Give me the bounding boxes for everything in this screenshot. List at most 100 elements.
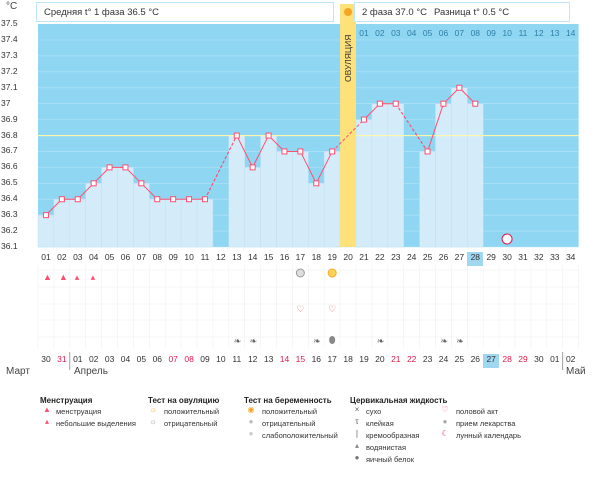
creamy-icon: ❧ (377, 336, 385, 346)
cycle-day[interactable]: 20 (343, 252, 353, 262)
cycle-day[interactable]: 27 (454, 252, 465, 262)
cycle-day[interactable]: 01 (41, 252, 51, 262)
cycle-day[interactable]: 15 (263, 252, 274, 262)
cycle-day[interactable]: 10 (184, 252, 194, 262)
temperature-bar (276, 151, 293, 248)
temperature-bar (196, 198, 214, 248)
calendar-date: 04 (120, 354, 131, 364)
temperature-bar (149, 198, 166, 248)
menstruation-icon: ▲ (59, 272, 68, 282)
phase2-day-label: 08 (470, 28, 481, 38)
menstruation-icon: ▴ (91, 272, 96, 282)
y-tick-label: 36.4 (1, 193, 18, 204)
cycle-day[interactable]: 25 (422, 252, 433, 262)
temperature-point (42, 212, 49, 219)
calendar-date: 12 (247, 354, 258, 364)
legend-cervical-sticky: клейкая (366, 419, 394, 428)
legend-pregtest-weak: слабоположительный (262, 431, 338, 440)
temperature-point (106, 164, 113, 171)
temperature-bar (419, 151, 436, 248)
cycle-day[interactable]: 02 (57, 252, 67, 262)
y-tick-label: 37.3 (1, 49, 18, 60)
cycle-day[interactable]: 09 (168, 252, 178, 262)
pregnancy-negative-icon: ● (248, 417, 254, 426)
phase1-average: Средняя t° 1 фаза 36.5 °C (44, 7, 159, 18)
cycle-day[interactable]: 21 (359, 252, 369, 262)
cycle-day[interactable]: 08 (152, 252, 163, 262)
calendar-date: 19 (359, 354, 369, 364)
cycle-day[interactable]: 17 (295, 252, 306, 262)
phase2-day-label: 06 (438, 28, 449, 38)
ovulation-band (340, 4, 356, 247)
cycle-day[interactable]: 14 (247, 252, 258, 262)
phase2-day-label: 05 (422, 28, 433, 38)
cycle-day[interactable]: 11 (200, 252, 210, 262)
creamy-icon: ❧ (440, 336, 448, 346)
cycle-day[interactable]: 31 (518, 252, 528, 262)
temperature-bar (228, 135, 245, 248)
cycle-day[interactable]: 07 (136, 252, 147, 262)
cycle-day[interactable]: 28 (467, 252, 484, 266)
legend-lunar: лунный календарь (456, 431, 522, 440)
temperature-point (360, 116, 367, 123)
temperature-line-gap (395, 103, 428, 152)
cycle-day[interactable]: 18 (311, 252, 322, 262)
temperature-line (236, 135, 254, 168)
temperature-point (392, 100, 399, 107)
y-tick-label: 37.4 (1, 34, 18, 44)
cycle-day[interactable]: 26 (438, 252, 449, 262)
menstruation-icon: ▲ (43, 405, 51, 414)
calendar-date: 31 (57, 354, 67, 364)
spotting-icon: ▴ (44, 417, 49, 426)
cycle-day[interactable]: 03 (73, 252, 83, 262)
cycle-day[interactable]: 05 (104, 252, 115, 262)
temperature-bar (133, 183, 150, 248)
cycle-day[interactable]: 06 (120, 252, 131, 262)
y-tick-label: 36.1 (1, 241, 18, 251)
cycle-day[interactable]: 24 (406, 252, 417, 262)
temperature-point (122, 164, 129, 171)
cycle-day[interactable]: 29 (486, 252, 496, 262)
pregnancy-weak-icon: ● (248, 429, 254, 438)
calendar-date: 17 (327, 354, 337, 364)
cycle-day[interactable]: 30 (502, 252, 512, 262)
cycle-day[interactable]: 19 (327, 252, 337, 262)
creamy-icon: ❧ (250, 336, 258, 346)
temperature-bar (164, 198, 182, 248)
creamy-icon: ❧ (456, 336, 464, 346)
cycle-day[interactable]: 23 (391, 252, 401, 262)
cycle-day[interactable]: 32 (534, 252, 544, 262)
y-tick-label: 36.9 (1, 113, 18, 124)
eggwhite-icon: ● (354, 453, 360, 462)
phase2-day-label: 04 (406, 28, 417, 38)
phase-difference: Разница t° 0.5 °C (434, 7, 510, 18)
cycle-day[interactable]: 16 (279, 252, 290, 262)
calendar-date: 30 (41, 354, 51, 364)
phase2-day-label: 02 (375, 28, 385, 38)
temperature-bar (387, 103, 404, 248)
calendar-date: 23 (422, 354, 433, 364)
temperature-bar (101, 167, 118, 248)
sun-icon (344, 8, 353, 16)
ovulation-label: ОВУЛЯЦИЯ (343, 35, 353, 82)
cycle-day[interactable]: 33 (550, 252, 560, 262)
ovulation-negative-icon (295, 268, 305, 278)
month-may: Май (566, 366, 586, 377)
y-tick-label: 37.1 (1, 81, 18, 92)
temperature-line (252, 135, 269, 168)
legend-ovtest-positive: положительный (164, 407, 220, 416)
calendar-date: 13 (263, 354, 274, 364)
phase2-day-label: 07 (454, 28, 465, 38)
cycle-day[interactable]: 12 (216, 252, 226, 262)
cycle-day[interactable]: 22 (375, 252, 385, 262)
temperature-point (138, 180, 145, 187)
temperature-point (281, 148, 288, 155)
cycle-day[interactable]: 04 (88, 252, 99, 262)
legend-cervical-watery: водянистая (366, 443, 407, 452)
creamy-icon: ❧ (313, 336, 321, 346)
cycle-day[interactable]: 34 (565, 252, 576, 262)
temperature-point (201, 196, 208, 203)
cycle-day[interactable]: 13 (232, 252, 242, 262)
legend-pregtest-positive: положительный (262, 407, 318, 416)
temperature-bar (467, 103, 484, 248)
